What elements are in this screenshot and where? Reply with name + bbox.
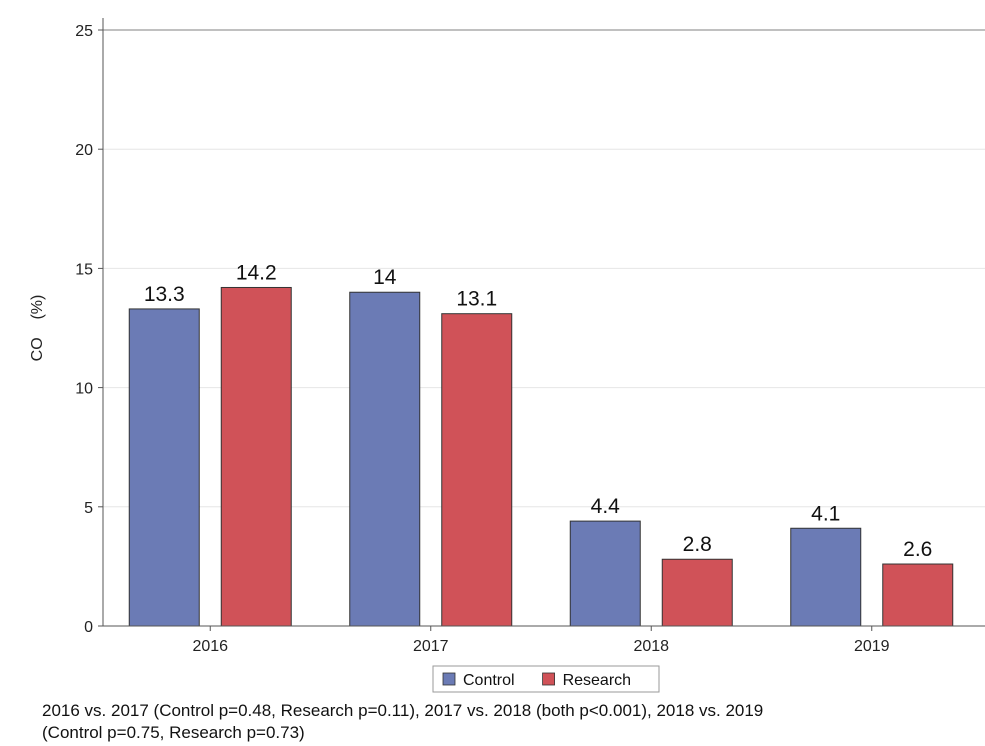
y-tick-label: 0 xyxy=(84,619,93,636)
bar-control-2019 xyxy=(790,527,862,627)
footnote-line-1: 2016 vs. 2017 (Control p=0.48, Research … xyxy=(42,701,764,720)
bar-control-2017 xyxy=(349,291,421,627)
value-label: 13.3 xyxy=(144,283,185,306)
value-label: 4.4 xyxy=(591,495,621,518)
footnote-line-2: (Control p=0.75, Research p=0.73) xyxy=(42,723,305,742)
bar-research-2016 xyxy=(220,286,292,627)
y-tick-label: 10 xyxy=(75,381,93,398)
bar-research-2017 xyxy=(441,313,513,627)
y-axis-label: CO (%) xyxy=(29,295,46,362)
bar-chart: 13.3 14.2 14 13.1 4.4 2.8 4.1 2.6 0 5 10 15 20 25 20… xyxy=(29,18,985,693)
bar-control-2016 xyxy=(128,308,200,627)
value-label: 13.1 xyxy=(456,288,497,311)
value-label: 14.2 xyxy=(236,261,277,284)
y-tick-label: 20 xyxy=(75,142,93,159)
x-tick-label: 2018 xyxy=(633,638,669,655)
y-tick-label: 15 xyxy=(75,261,93,278)
legend: Control Research xyxy=(432,665,660,693)
bar-control-2018 xyxy=(569,520,641,627)
legend-swatch-control xyxy=(442,672,456,686)
x-tick-label: 2019 xyxy=(854,638,890,655)
y-axis: 0 5 10 15 20 25 xyxy=(75,18,985,636)
value-label: 2.6 xyxy=(903,538,932,561)
y-tick-label: 5 xyxy=(84,500,93,517)
bar-research-2018 xyxy=(661,558,733,627)
value-label: 14 xyxy=(373,266,397,289)
legend-label-control: Control xyxy=(463,672,515,689)
footnote: 2016 vs. 2017 (Control p=0.48, Research … xyxy=(42,700,942,744)
x-tick-label: 2016 xyxy=(192,638,228,655)
value-labels: 13.3 14.2 14 13.1 4.4 2.8 4.1 2.6 xyxy=(144,261,933,561)
legend-label-research: Research xyxy=(563,672,631,689)
y-tick-label: 25 xyxy=(75,23,93,40)
value-label: 2.8 xyxy=(683,533,712,556)
legend-swatch-research xyxy=(542,672,555,686)
bars xyxy=(128,286,954,627)
bar-research-2019 xyxy=(882,563,954,627)
x-axis: 2016 2017 2018 2019 xyxy=(192,626,890,655)
x-tick-label: 2017 xyxy=(413,638,449,655)
value-label: 4.1 xyxy=(811,502,840,525)
